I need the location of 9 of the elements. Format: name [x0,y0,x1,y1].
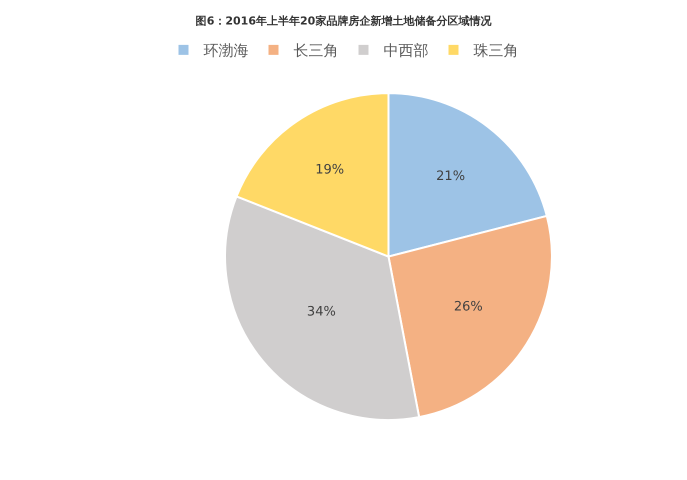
data-label: 19% [315,162,344,178]
data-label: 21% [436,168,466,184]
legend-label: 珠三角 [474,42,518,60]
legend-label: 中西部 [384,42,428,60]
legend-label: 环渤海 [204,42,248,60]
data-label: 26% [454,300,483,315]
legend-label: 长三角 [294,42,338,60]
data-label: 34% [306,304,336,320]
chart-title: 图6：2016年上半年20家品牌房企新增土地储备分区域情况 [196,14,492,28]
